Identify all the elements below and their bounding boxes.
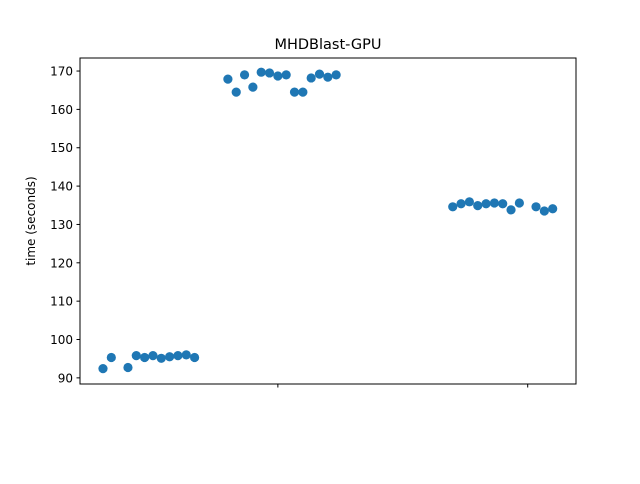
data-point — [148, 351, 158, 361]
y-tick-label: 160 — [50, 103, 73, 117]
y-axis-label: time (seconds) — [24, 176, 38, 265]
data-point — [331, 70, 341, 80]
data-point — [506, 205, 516, 215]
data-point — [231, 87, 241, 97]
y-tick-label: 120 — [50, 256, 73, 270]
chart-title: MHDBlast-GPU — [274, 37, 381, 53]
data-point — [464, 197, 475, 207]
data-point — [273, 71, 283, 81]
data-point — [131, 351, 141, 361]
data-point — [165, 352, 175, 362]
data-point — [548, 204, 558, 214]
data-point — [306, 73, 316, 83]
data-point — [264, 68, 275, 78]
plot-frame — [79, 57, 577, 385]
y-tick-label: 110 — [50, 295, 73, 309]
data-point — [223, 74, 233, 84]
data-point — [156, 353, 166, 363]
data-point — [248, 82, 258, 92]
data-point — [514, 198, 524, 208]
data-point — [323, 72, 333, 82]
data-point — [256, 67, 266, 77]
data-point — [531, 202, 541, 212]
data-point — [173, 351, 183, 361]
data-point — [473, 201, 483, 211]
data-point — [314, 69, 325, 79]
data-point — [239, 70, 250, 80]
data-point — [123, 362, 133, 373]
data-point — [181, 350, 191, 360]
data-point — [498, 199, 508, 209]
data-point — [456, 199, 466, 209]
y-tick-label: 140 — [50, 180, 73, 194]
y-tick-label: 130 — [50, 218, 73, 232]
data-point — [140, 352, 150, 363]
y-tick-label: 170 — [50, 65, 73, 79]
y-tick-label: 150 — [50, 141, 73, 155]
data-point — [281, 70, 291, 80]
y-tick-label: 100 — [50, 333, 73, 347]
data-point — [106, 352, 116, 363]
data-point — [539, 206, 549, 216]
data-point — [489, 198, 499, 208]
data-point — [289, 87, 300, 97]
data-point — [448, 202, 458, 212]
data-point — [298, 87, 308, 97]
y-tick-label: 90 — [58, 371, 73, 385]
data-point — [98, 364, 108, 374]
data-point — [189, 352, 200, 363]
data-point — [481, 199, 491, 209]
